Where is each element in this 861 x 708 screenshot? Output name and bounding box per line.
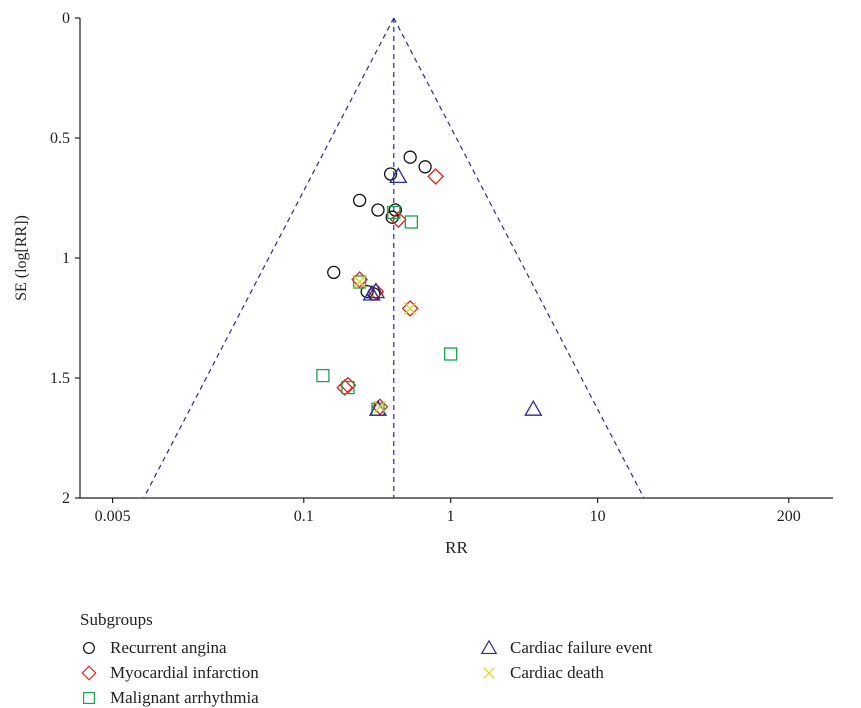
point-myocardial-infarction bbox=[371, 398, 389, 416]
x-tick-label: 0.1 bbox=[294, 508, 314, 525]
legend-marker bbox=[83, 692, 95, 704]
x-axis-label: RR bbox=[445, 538, 468, 557]
point-cardiac-death bbox=[403, 301, 417, 315]
legend-item-cardiac-death: Cardiac death bbox=[480, 663, 604, 683]
data-points bbox=[316, 150, 543, 416]
point-myocardial-infarction bbox=[367, 283, 385, 301]
legend-marker bbox=[83, 642, 95, 654]
y-tick-label: 0.5 bbox=[50, 130, 70, 147]
point-malignant-arrhythmia bbox=[444, 347, 458, 361]
funnel-left-limit bbox=[143, 17, 395, 499]
point-recurrent-angina bbox=[403, 150, 417, 164]
point-recurrent-angina bbox=[371, 203, 385, 217]
legend-label: Recurrent angina bbox=[110, 638, 227, 657]
point-recurrent-angina bbox=[352, 193, 367, 208]
point-malignant-arrhythmia bbox=[387, 205, 401, 220]
legend-item-myocardial-infarction: Myocardial infarction bbox=[80, 663, 259, 683]
cross-marker-icon bbox=[483, 667, 495, 679]
legend-item-cardiac-failure-event: Cardiac failure event bbox=[480, 638, 653, 658]
point-cardiac-failure-event bbox=[389, 167, 408, 184]
point-myocardial-infarction bbox=[351, 271, 369, 289]
point-recurrent-angina bbox=[360, 284, 374, 299]
legend-title: Subgroups bbox=[80, 610, 153, 629]
legend-label: Cardiac death bbox=[510, 663, 604, 682]
legend: Subgroups Recurrent angina Myocardial inf… bbox=[80, 610, 780, 707]
diamond-marker-icon bbox=[81, 665, 97, 681]
point-malignant-arrhythmia bbox=[404, 215, 419, 229]
x-tick-label: 10 bbox=[590, 508, 606, 525]
point-malignant-arrhythmia bbox=[352, 275, 367, 289]
point-recurrent-angina bbox=[383, 167, 398, 181]
triangle-marker-icon bbox=[480, 639, 498, 654]
point-malignant-arrhythmia bbox=[316, 368, 330, 383]
point-malignant-arrhythmia bbox=[341, 380, 355, 395]
funnel-right-limit bbox=[393, 17, 645, 499]
point-myocardial-infarction bbox=[389, 211, 407, 229]
x-tick-label: 0.005 bbox=[95, 508, 131, 525]
point-cardiac-failure-event bbox=[524, 399, 543, 416]
legend-marker bbox=[483, 667, 495, 679]
plot-axes: 0 0.5 1 1.5 2 0.005 0.1 1 10 200 bbox=[50, 10, 833, 525]
point-recurrent-angina bbox=[388, 203, 402, 217]
point-myocardial-infarction bbox=[401, 299, 419, 317]
y-tick-label: 0 bbox=[62, 10, 70, 27]
point-recurrent-angina bbox=[327, 265, 341, 280]
point-myocardial-infarction bbox=[336, 379, 354, 397]
square-marker-icon bbox=[83, 692, 95, 704]
point-cardiac-failure-event bbox=[362, 284, 381, 301]
circle-marker-icon bbox=[83, 642, 95, 654]
legend-marker bbox=[81, 665, 97, 681]
legend-label: Myocardial infarction bbox=[110, 663, 259, 682]
legend-marker bbox=[480, 639, 498, 654]
y-axis-label: SE (log[RR]) bbox=[13, 215, 30, 301]
point-recurrent-angina bbox=[385, 210, 399, 224]
legend-item-malignant-arrhythmia: Malignant arrhythmia bbox=[80, 688, 259, 708]
point-cardiac-failure-event bbox=[366, 282, 386, 299]
point-recurrent-angina bbox=[418, 160, 432, 174]
y-tick-label: 2 bbox=[62, 490, 70, 507]
point-myocardial-infarction bbox=[339, 376, 357, 394]
funnel-lines bbox=[143, 17, 645, 499]
legend-label: Malignant arrhythmia bbox=[110, 688, 259, 707]
x-tick-label: 1 bbox=[447, 508, 455, 525]
point-cardiac-death bbox=[353, 275, 367, 289]
funnel-plot: 0 0.5 1 1.5 2 0.005 0.1 1 10 200 RR SE (log[RR]) bbox=[13, 10, 833, 557]
legend-label: Cardiac failure event bbox=[510, 638, 653, 657]
point-myocardial-infarction bbox=[427, 167, 445, 185]
point-cardiac-death bbox=[373, 400, 387, 414]
y-tick-label: 1 bbox=[62, 250, 70, 267]
x-tick-label: 200 bbox=[777, 508, 801, 525]
legend-item-recurrent-angina: Recurrent angina bbox=[80, 638, 227, 658]
y-tick-label: 1.5 bbox=[50, 370, 70, 387]
